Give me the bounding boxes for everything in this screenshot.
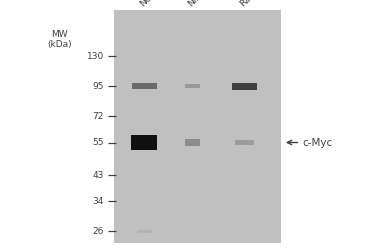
- Text: 43: 43: [92, 170, 104, 179]
- Bar: [139, 44, 150, 46]
- Bar: [131, 135, 157, 150]
- Bar: [132, 83, 157, 89]
- Text: Neuro2A: Neuro2A: [138, 0, 172, 9]
- Text: 34: 34: [92, 197, 104, 206]
- Bar: [137, 230, 152, 233]
- Bar: [189, 44, 196, 46]
- Text: c-Myc: c-Myc: [302, 138, 333, 147]
- Text: 55: 55: [92, 138, 104, 147]
- Bar: [232, 83, 257, 90]
- Text: 72: 72: [92, 112, 104, 121]
- Text: 26: 26: [92, 227, 104, 236]
- Text: MW
(kDa): MW (kDa): [47, 30, 72, 50]
- Text: Raw264.7: Raw264.7: [238, 0, 276, 9]
- Text: 130: 130: [87, 52, 104, 61]
- Bar: [185, 140, 200, 145]
- Bar: [185, 84, 200, 88]
- Bar: [114, 10, 281, 242]
- Text: NIH-3T3: NIH-3T3: [186, 0, 218, 9]
- Text: 95: 95: [92, 82, 104, 91]
- Bar: [235, 140, 254, 145]
